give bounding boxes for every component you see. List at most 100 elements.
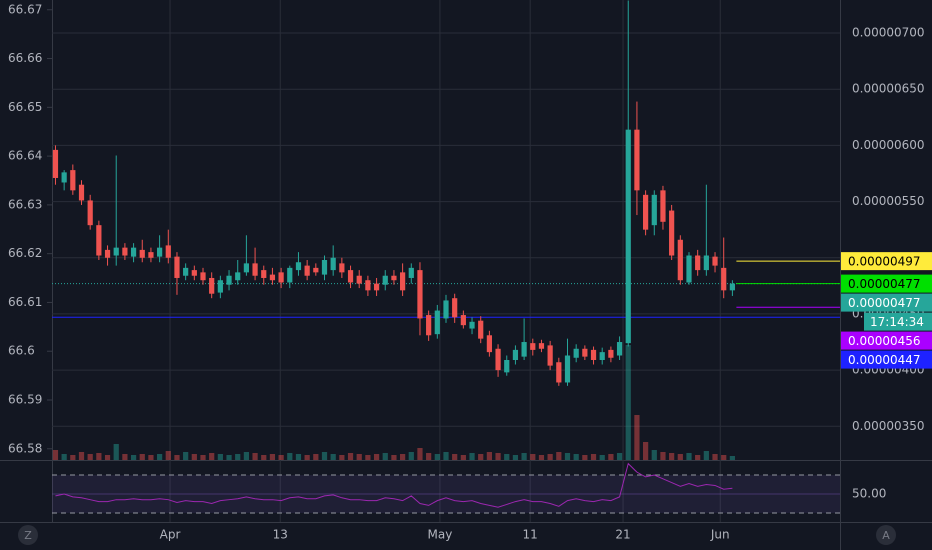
x-tick-label: 21	[615, 528, 630, 542]
volume-bar	[712, 454, 718, 460]
volume-bar	[70, 455, 76, 460]
volume-bar	[486, 452, 492, 460]
volume-bar	[530, 454, 536, 460]
volume-bar	[130, 455, 137, 460]
candle-body	[191, 270, 197, 276]
price-tag-label: 0.00000447	[848, 353, 921, 367]
volume-bar	[113, 444, 119, 460]
volume-bar	[226, 455, 232, 460]
candle-body	[486, 335, 492, 353]
candle-body	[616, 342, 623, 356]
volume-bar	[96, 453, 102, 460]
volume-bar	[287, 453, 293, 460]
volume-bar	[295, 454, 302, 460]
y-tick-label: 0.00000700	[852, 26, 925, 40]
volume-bar	[556, 452, 562, 460]
volume-bar	[651, 450, 657, 460]
volume-bar	[61, 454, 67, 460]
volume-bar	[78, 452, 85, 460]
volume-bar	[478, 454, 484, 460]
volume-bar	[495, 453, 501, 460]
volume-bar	[417, 448, 423, 460]
scale-button-label[interactable]: Z	[24, 529, 32, 542]
price-tag-label: 0.00000477	[848, 277, 921, 291]
candle-body	[174, 256, 180, 278]
candle-body	[304, 265, 310, 276]
price-tag-label: 0.00000477	[848, 296, 921, 310]
candle-body	[417, 270, 423, 319]
candle-body	[235, 272, 241, 281]
candle-body	[669, 210, 675, 256]
volume-bar	[356, 454, 362, 460]
price-tag-label: 0.00000456	[848, 334, 921, 348]
volume-bar	[512, 455, 519, 460]
volume-bar	[269, 454, 276, 460]
price-tag	[841, 350, 932, 369]
candle-body	[452, 298, 458, 318]
candle-body	[703, 255, 709, 271]
candle-body	[382, 275, 388, 285]
volume-bar	[148, 455, 154, 460]
volume-bar	[174, 455, 180, 460]
volume-bar	[538, 455, 545, 460]
volume-bar	[469, 453, 475, 460]
volume-bar	[157, 454, 163, 460]
volume-bar	[235, 454, 241, 460]
candle-body	[695, 255, 701, 271]
volume-bar	[52, 450, 59, 460]
volume-bar	[669, 453, 675, 460]
candle-body	[625, 129, 631, 344]
candle-body	[564, 355, 571, 383]
x-tick-label: May	[428, 528, 453, 542]
candle-body	[443, 300, 449, 319]
candle-body	[521, 342, 527, 357]
candle-body	[339, 263, 345, 273]
y2-tick-label: 66.58	[8, 441, 42, 455]
volume-bar	[677, 454, 683, 460]
volume-bar	[434, 454, 440, 460]
rsi-band	[52, 475, 840, 513]
volume-bar	[165, 451, 171, 460]
volume-bar	[382, 453, 388, 460]
volume-bar	[547, 454, 553, 460]
volume-bar	[321, 452, 328, 460]
candle-body	[269, 274, 276, 281]
volume-bar	[200, 455, 206, 460]
scale-button[interactable]	[876, 525, 896, 545]
candle-body	[356, 275, 362, 284]
candle-body	[157, 247, 163, 257]
volume-bar	[252, 453, 258, 460]
x-tick-label: 13	[273, 528, 288, 542]
rsi-tick-label: 50.00	[852, 486, 886, 500]
candle-body	[469, 321, 475, 329]
candle-body	[330, 257, 336, 271]
scale-button[interactable]	[18, 525, 38, 545]
candle-body	[148, 252, 154, 258]
candle-body	[52, 149, 59, 178]
volume-bar	[87, 454, 93, 460]
candle-body	[538, 343, 545, 349]
volume-bar	[703, 451, 709, 460]
scale-button-label[interactable]: A	[882, 529, 890, 542]
candle-body	[408, 267, 414, 278]
candle-body	[313, 267, 319, 273]
candle-body	[139, 249, 145, 258]
rsi-line	[55, 462, 733, 508]
candle-body	[61, 172, 67, 183]
candle-body	[165, 245, 171, 258]
volume-bar	[330, 454, 336, 460]
candle-body	[712, 256, 718, 266]
volume-bar	[339, 455, 345, 460]
x-tick-label: Apr	[160, 528, 181, 542]
candle-body	[130, 247, 137, 257]
volume-bar	[599, 455, 605, 460]
candle-body	[70, 170, 76, 191]
candle-body	[226, 275, 232, 285]
candle-body	[634, 129, 640, 191]
volume-bar	[695, 455, 701, 460]
candle-body	[391, 275, 397, 281]
countdown-tag	[864, 312, 932, 331]
